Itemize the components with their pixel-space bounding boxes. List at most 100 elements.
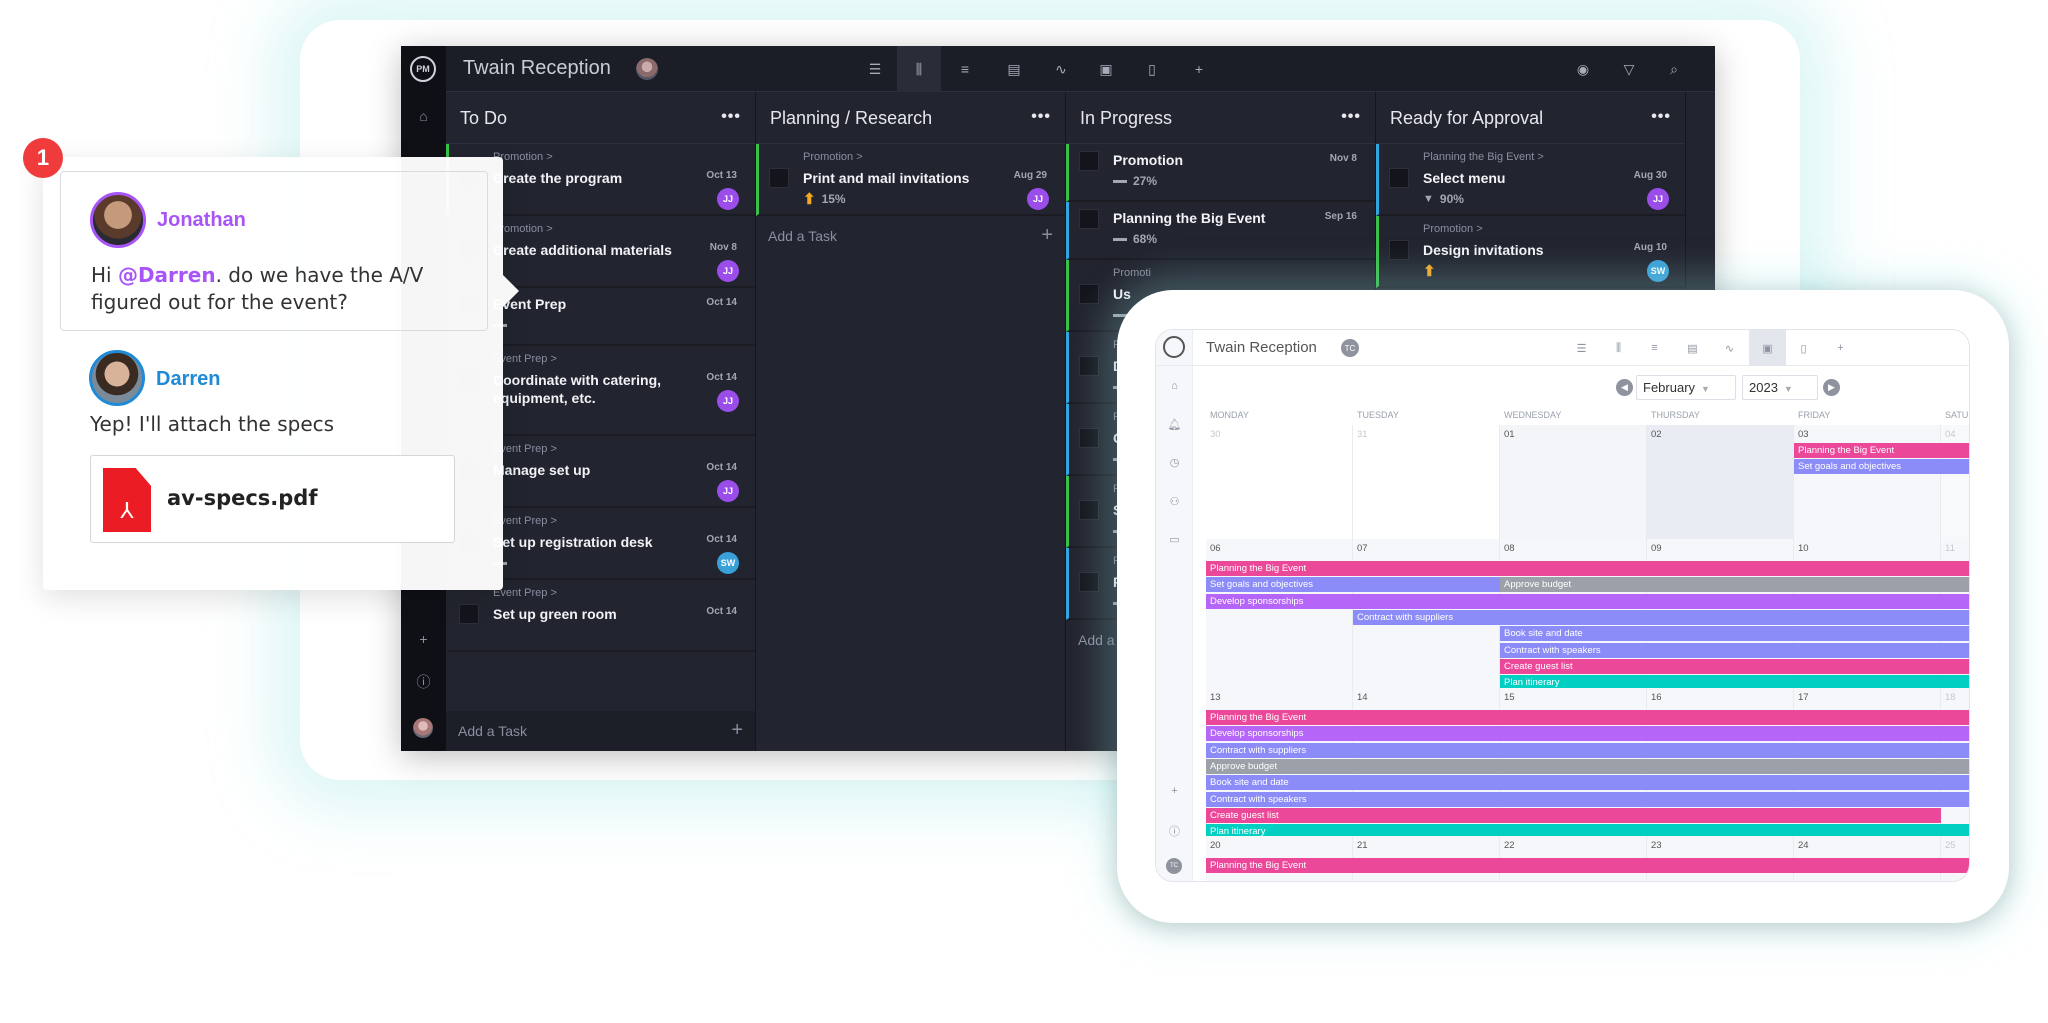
home-icon[interactable]: ⌂ <box>1171 380 1178 392</box>
search-icon[interactable]: ⌕ <box>1670 60 1678 77</box>
task-parent-link[interactable]: Promoti <box>1113 267 1151 279</box>
assignee-avatar[interactable]: JJ <box>1647 188 1669 210</box>
task-checkbox[interactable] <box>1079 151 1099 171</box>
day-cell[interactable] <box>1500 425 1647 539</box>
calendar-icon[interactable]: ▣ <box>1099 60 1113 77</box>
attachment-name[interactable]: av-specs.pdf <box>167 486 318 510</box>
user-avatar[interactable]: TC <box>1166 858 1182 874</box>
user-avatar[interactable] <box>413 718 433 738</box>
file-icon[interactable]: ▯ <box>1800 342 1807 355</box>
plus-icon[interactable]: + <box>1837 342 1844 354</box>
board-icon[interactable]: ⫼ <box>1615 341 1622 354</box>
task-checkbox[interactable] <box>1079 209 1099 229</box>
gantt-icon[interactable]: ≡ <box>1651 342 1658 354</box>
calendar-event[interactable]: Planning the Big Event <box>1206 561 1969 576</box>
task-checkbox[interactable] <box>1079 572 1099 592</box>
list-icon[interactable]: ☰ <box>1576 342 1587 355</box>
task-card[interactable]: Promotion > Design invitations Aug 10 SW ⬆ <box>1376 216 1685 288</box>
assignee-avatar[interactable]: JJ <box>717 260 739 282</box>
task-parent-link[interactable]: Promotion > <box>803 151 863 163</box>
task-parent-link[interactable]: Promotion > <box>493 151 553 163</box>
task-parent-link[interactable]: P <box>1113 339 1361 352</box>
calendar-event[interactable]: Approve budget <box>1500 577 1969 593</box>
project-owner-avatar[interactable] <box>636 58 658 80</box>
task-checkbox[interactable] <box>1079 500 1099 520</box>
notifications-icon[interactable]: 🔔︎ <box>1167 419 1182 431</box>
list-icon[interactable]: ☰ <box>868 60 882 77</box>
task-parent-link[interactable]: P <box>1113 483 1361 496</box>
mention-link[interactable]: @Darren <box>117 263 216 287</box>
calendar-icon[interactable]: ▣ <box>1749 330 1786 366</box>
task-parent-link[interactable]: P <box>1113 411 1361 424</box>
day-cell[interactable] <box>1353 425 1500 539</box>
task-checkbox[interactable] <box>769 168 789 188</box>
help-icon[interactable]: ⓘ <box>416 674 431 690</box>
task-checkbox[interactable] <box>1079 284 1099 304</box>
calendar-event[interactable]: Create guest list <box>1500 658 1969 674</box>
calendar-event[interactable]: Create guest list <box>1206 807 1941 823</box>
gantt-icon[interactable]: ≡ <box>960 61 970 77</box>
filter-icon[interactable]: ▽ <box>1623 60 1635 77</box>
sheet-icon[interactable]: ▤ <box>1687 342 1698 355</box>
add-icon[interactable]: + <box>1171 785 1178 797</box>
task-checkbox[interactable] <box>1389 168 1409 188</box>
task-checkbox[interactable] <box>459 604 479 624</box>
calendar-event[interactable]: Planning the Big Event <box>1794 443 1969 458</box>
calendar-event[interactable]: Contract with suppliers <box>1206 742 1969 758</box>
task-parent-link[interactable]: Event Prep > <box>493 515 557 527</box>
add-icon[interactable]: + <box>419 631 428 647</box>
calendar-event[interactable]: Develop sponsorships <box>1206 726 1969 742</box>
calendar-event[interactable]: Plan itinerary <box>1206 824 1969 840</box>
calendar-event[interactable]: Contract with suppliers <box>1353 609 1969 625</box>
task-parent-link[interactable]: Event Prep > <box>493 443 557 455</box>
clock-icon[interactable]: ◷ <box>1169 457 1180 469</box>
assignee-avatar[interactable]: JJ <box>717 480 739 502</box>
task-card[interactable]: Planning the Big Event > Select menu Aug 3… <box>1376 144 1685 216</box>
assignee-avatar[interactable]: SW <box>717 552 739 574</box>
calendar-event[interactable]: Set goals and objectives <box>1794 459 1969 475</box>
calendar-event[interactable]: Book site and date <box>1500 626 1969 642</box>
briefcase-icon[interactable]: ▭ <box>1169 534 1180 546</box>
task-checkbox[interactable] <box>1389 240 1409 260</box>
task-checkbox[interactable] <box>1079 356 1099 376</box>
add-task-button[interactable]: Add a Task + <box>446 711 755 751</box>
assignee-avatar[interactable]: JJ <box>717 390 739 412</box>
team-icon[interactable]: ⚇ <box>1169 496 1180 508</box>
calendar-event[interactable]: Book site and date <box>1206 775 1969 791</box>
calendar-event[interactable]: Contract with speakers <box>1206 791 1969 807</box>
task-card[interactable]: Planning the Big Event Sep 16 68% <box>1066 202 1375 260</box>
more-options-icon[interactable]: ••• <box>721 108 741 125</box>
dashboard-icon[interactable]: ∿ <box>1055 60 1067 77</box>
previous-month-button[interactable]: ◀ <box>1616 379 1633 396</box>
sheet-icon[interactable]: ▤ <box>1007 60 1021 77</box>
year-select[interactable]: 2023 ▼ <box>1742 375 1818 400</box>
month-select[interactable]: February ▼ <box>1636 375 1736 400</box>
calendar-event[interactable]: Contract with speakers <box>1500 642 1969 658</box>
more-options-icon[interactable]: ••• <box>1031 108 1051 125</box>
calendar-event[interactable]: Set goals and objectives <box>1206 577 1500 593</box>
task-checkbox[interactable] <box>1079 428 1099 448</box>
dashboard-icon[interactable]: ∿ <box>1724 342 1735 355</box>
task-card[interactable]: Event Prep > Set up green room Oct 14 <box>446 580 755 652</box>
next-month-button[interactable]: ▶ <box>1823 379 1840 396</box>
more-options-icon[interactable]: ••• <box>1341 108 1361 125</box>
plus-icon[interactable]: + <box>1194 61 1204 77</box>
help-icon[interactable]: ⓘ <box>1169 826 1180 838</box>
calendar-event[interactable]: Planning the Big Event <box>1206 858 1969 873</box>
calendar-event[interactable]: Plan itinerary <box>1500 675 1969 691</box>
task-parent-link[interactable]: Promotion > <box>1423 223 1483 235</box>
home-icon[interactable]: ⌂ <box>419 108 428 124</box>
task-card[interactable]: Promotion Nov 8 27% <box>1066 144 1375 202</box>
board-icon[interactable]: ⫼ <box>897 46 941 92</box>
task-parent-link[interactable]: Promotion > <box>493 223 553 235</box>
plus-icon[interactable]: + <box>1041 224 1053 246</box>
plus-icon[interactable]: + <box>731 719 743 741</box>
day-cell[interactable] <box>1206 425 1353 539</box>
file-icon[interactable]: ▯ <box>1148 60 1156 77</box>
assignee-avatar[interactable]: SW <box>1647 260 1669 282</box>
owner-avatar[interactable]: TC <box>1341 339 1359 357</box>
calendar-event[interactable]: Planning the Big Event <box>1206 710 1969 725</box>
more-options-icon[interactable]: ••• <box>1651 108 1671 125</box>
task-parent-link[interactable]: Event Prep > <box>493 353 557 365</box>
calendar-event[interactable]: Develop sponsorships <box>1206 593 1969 609</box>
